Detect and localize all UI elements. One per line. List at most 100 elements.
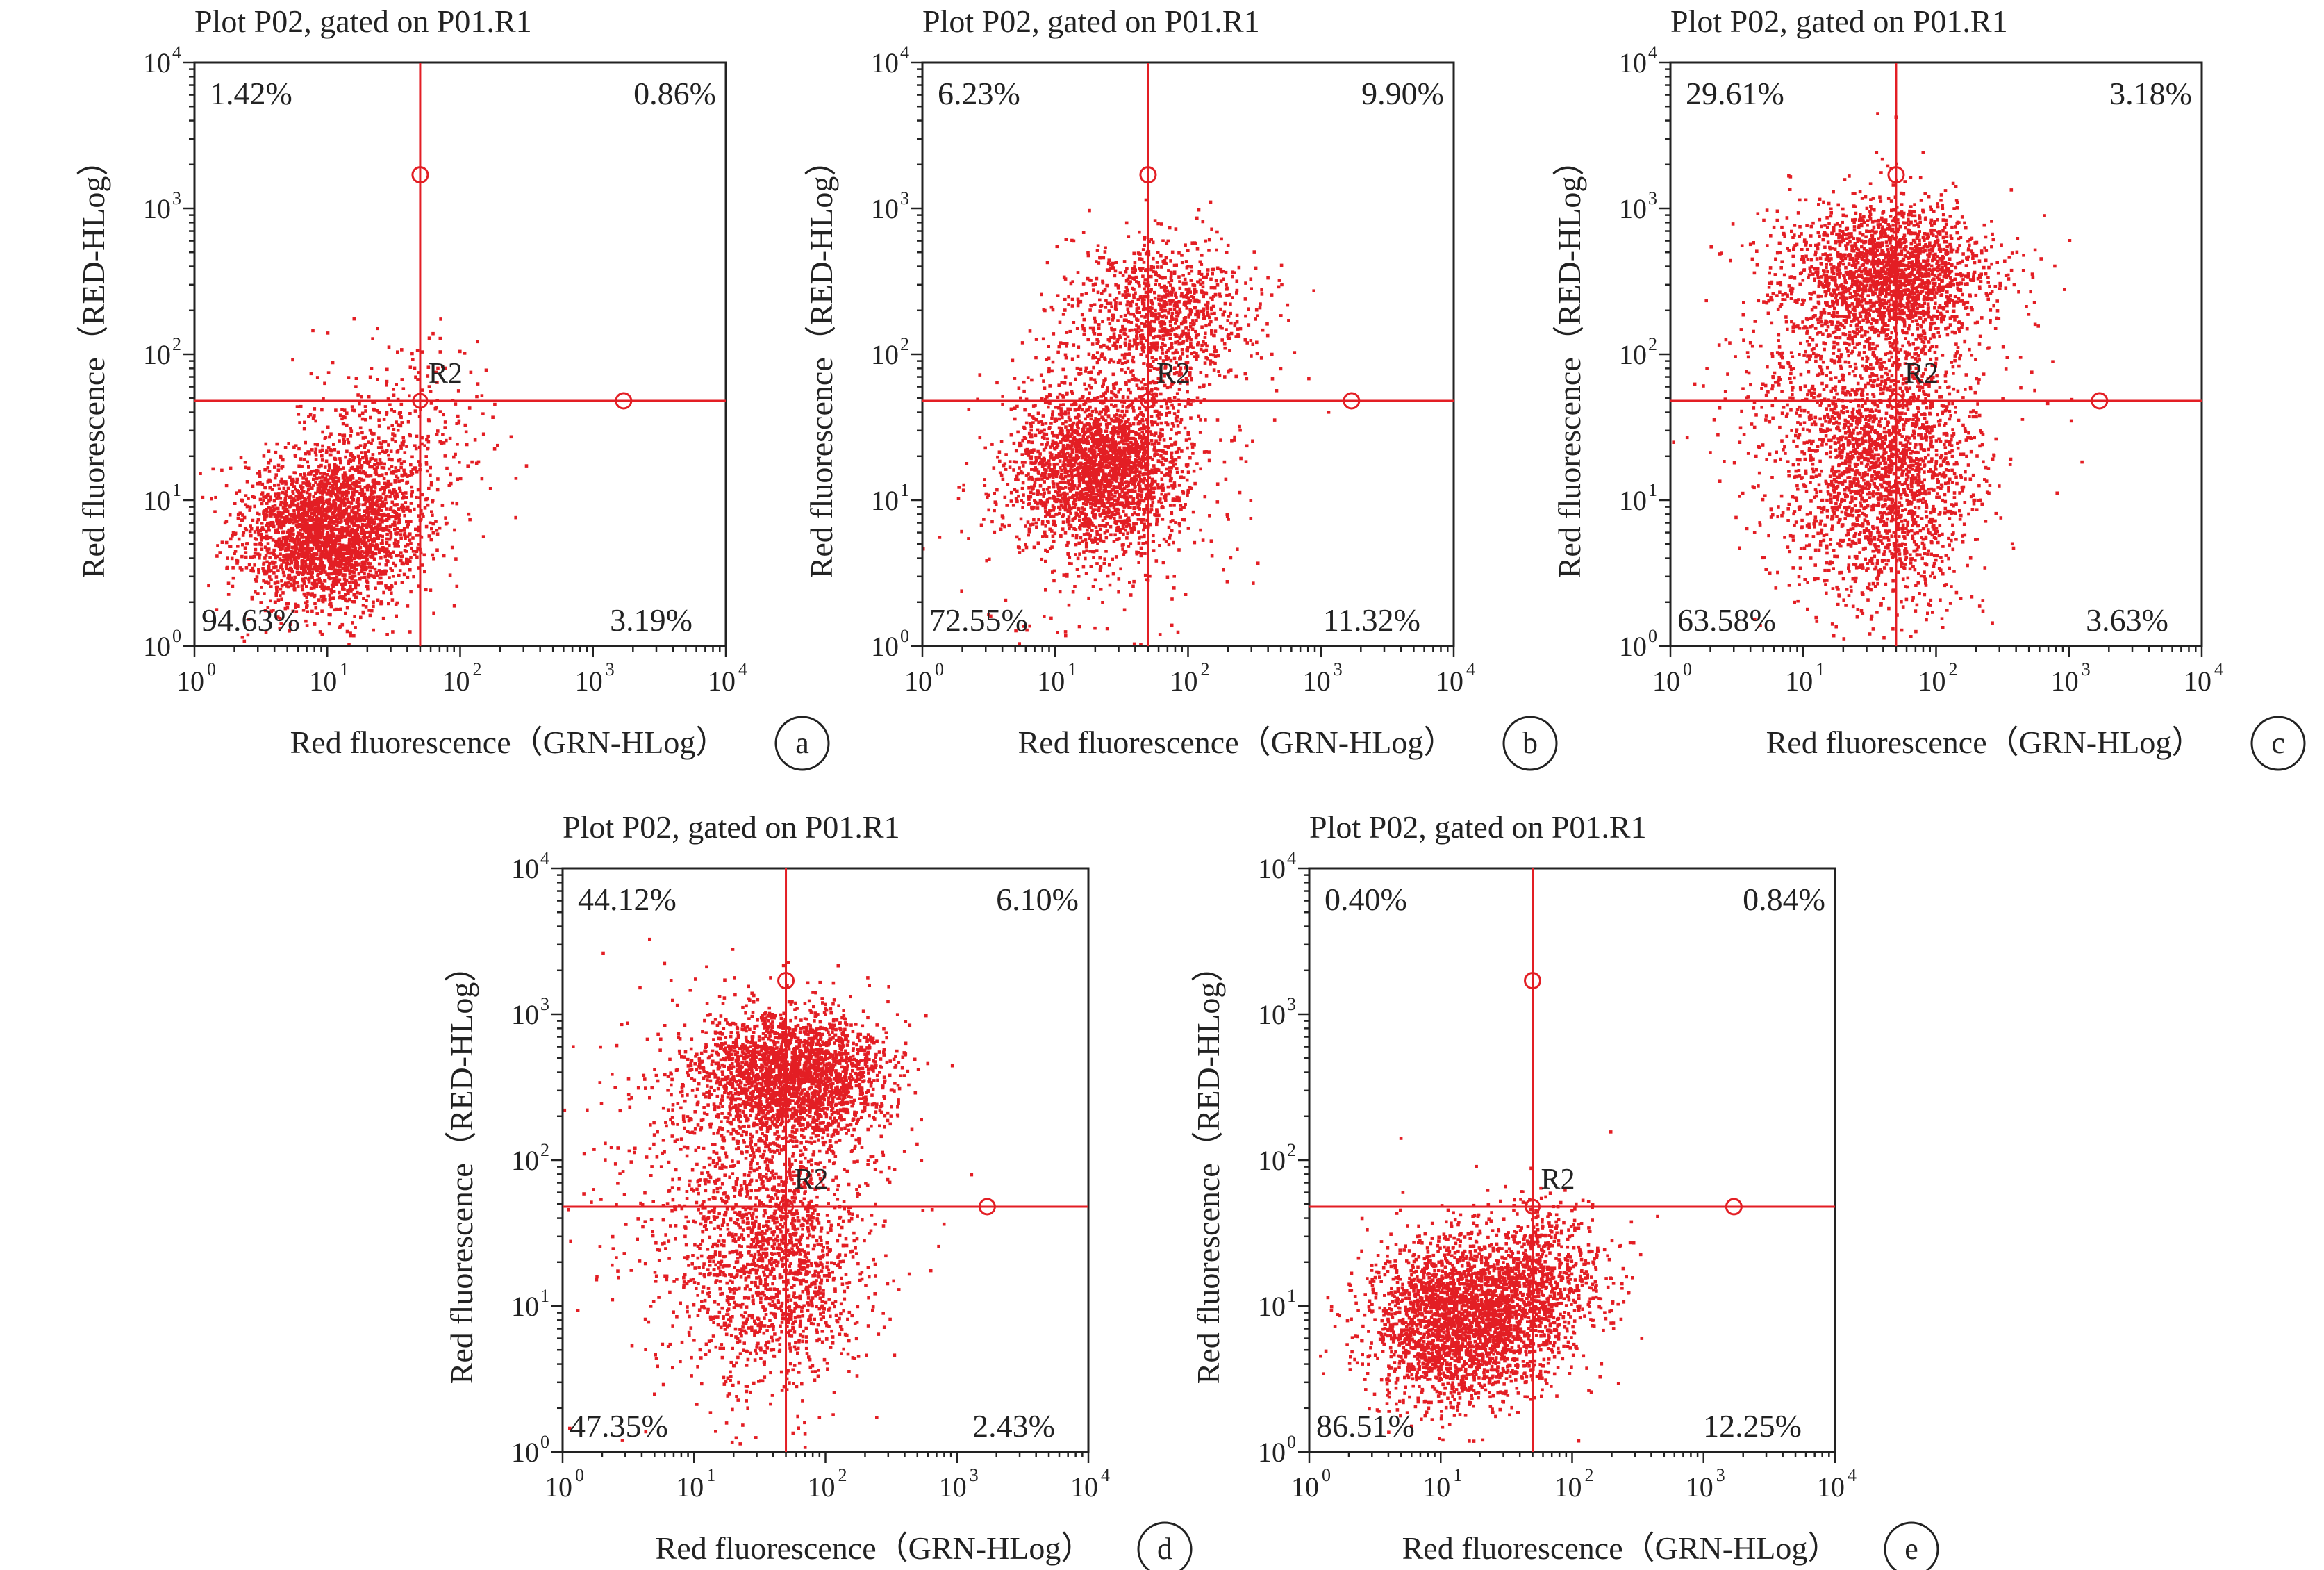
data-point	[274, 473, 278, 477]
data-point	[351, 408, 355, 412]
data-point	[323, 381, 326, 386]
data-point	[1118, 463, 1121, 466]
data-point	[231, 584, 235, 588]
data-point	[313, 407, 317, 411]
data-point	[265, 495, 268, 499]
data-point	[326, 498, 330, 502]
data-point	[370, 488, 373, 492]
data-point	[1083, 410, 1087, 414]
data-point	[235, 559, 240, 563]
data-point	[415, 534, 419, 537]
data-point	[399, 506, 404, 510]
data-point	[1084, 462, 1088, 465]
data-point	[1026, 520, 1030, 524]
data-point	[313, 538, 317, 542]
data-point	[374, 458, 378, 462]
data-point	[387, 602, 390, 606]
data-point	[441, 433, 445, 436]
data-point	[1064, 458, 1068, 462]
data-point	[1110, 403, 1113, 407]
data-point	[1030, 468, 1034, 471]
data-point	[318, 630, 322, 634]
data-point	[301, 588, 305, 592]
data-point	[335, 582, 339, 586]
data-point	[318, 555, 322, 559]
data-point	[1009, 499, 1013, 503]
data-point	[1097, 412, 1102, 416]
data-point	[1031, 522, 1035, 527]
data-point	[1074, 458, 1078, 462]
data-point	[335, 523, 339, 527]
data-point	[1139, 411, 1143, 414]
data-point	[276, 531, 280, 534]
data-point	[317, 527, 321, 531]
data-point	[376, 378, 379, 381]
data-point	[394, 497, 397, 500]
data-point	[342, 480, 346, 484]
data-point	[1126, 434, 1130, 438]
data-point	[1059, 450, 1063, 454]
data-point	[370, 367, 374, 370]
data-point	[1067, 515, 1071, 519]
data-point	[273, 581, 277, 585]
data-point	[1130, 528, 1134, 531]
x-tick-exponent: 1	[340, 659, 349, 679]
data-point	[300, 465, 304, 468]
data-point	[358, 461, 361, 465]
data-point	[299, 513, 302, 517]
data-point	[404, 491, 408, 495]
data-point	[284, 549, 288, 553]
data-point	[393, 545, 397, 548]
data-point	[380, 473, 384, 477]
data-point	[1084, 400, 1088, 404]
data-point	[233, 550, 238, 553]
data-point	[1080, 494, 1084, 497]
data-point	[327, 575, 331, 579]
data-point	[358, 538, 363, 541]
data-point	[1118, 515, 1122, 519]
data-point	[1072, 468, 1075, 472]
data-point	[338, 590, 341, 595]
data-point	[276, 522, 280, 526]
data-point	[1136, 495, 1139, 499]
data-point	[367, 395, 371, 399]
data-point	[385, 411, 389, 415]
data-point	[1175, 470, 1179, 474]
data-point	[1093, 396, 1096, 400]
data-point	[370, 516, 373, 520]
data-point	[1061, 492, 1065, 495]
data-point	[1110, 441, 1114, 445]
data-point	[267, 570, 272, 573]
data-point	[292, 503, 296, 507]
data-point	[319, 490, 322, 495]
data-point	[302, 527, 306, 531]
data-point	[1101, 519, 1105, 522]
data-point	[340, 490, 345, 495]
data-point	[338, 413, 342, 417]
data-point	[272, 565, 276, 570]
data-point	[285, 567, 289, 571]
data-point	[269, 509, 273, 513]
data-point	[299, 500, 304, 504]
data-point	[364, 501, 367, 505]
data-point	[373, 463, 376, 467]
panel-letter-circle	[774, 716, 830, 771]
data-point	[283, 516, 287, 520]
data-point	[1099, 538, 1103, 543]
data-point	[1019, 396, 1022, 400]
data-point	[378, 458, 382, 462]
data-point	[356, 528, 359, 531]
data-point	[391, 550, 395, 554]
data-point	[1137, 445, 1140, 449]
data-point	[315, 536, 319, 540]
data-point	[357, 502, 361, 506]
data-point	[406, 604, 410, 608]
data-point	[358, 444, 363, 447]
data-point	[1040, 520, 1045, 524]
data-point	[1152, 486, 1156, 490]
data-point	[1124, 437, 1127, 440]
data-point	[370, 442, 373, 445]
data-point	[365, 584, 370, 588]
data-point	[1040, 429, 1044, 433]
data-point	[288, 505, 291, 509]
